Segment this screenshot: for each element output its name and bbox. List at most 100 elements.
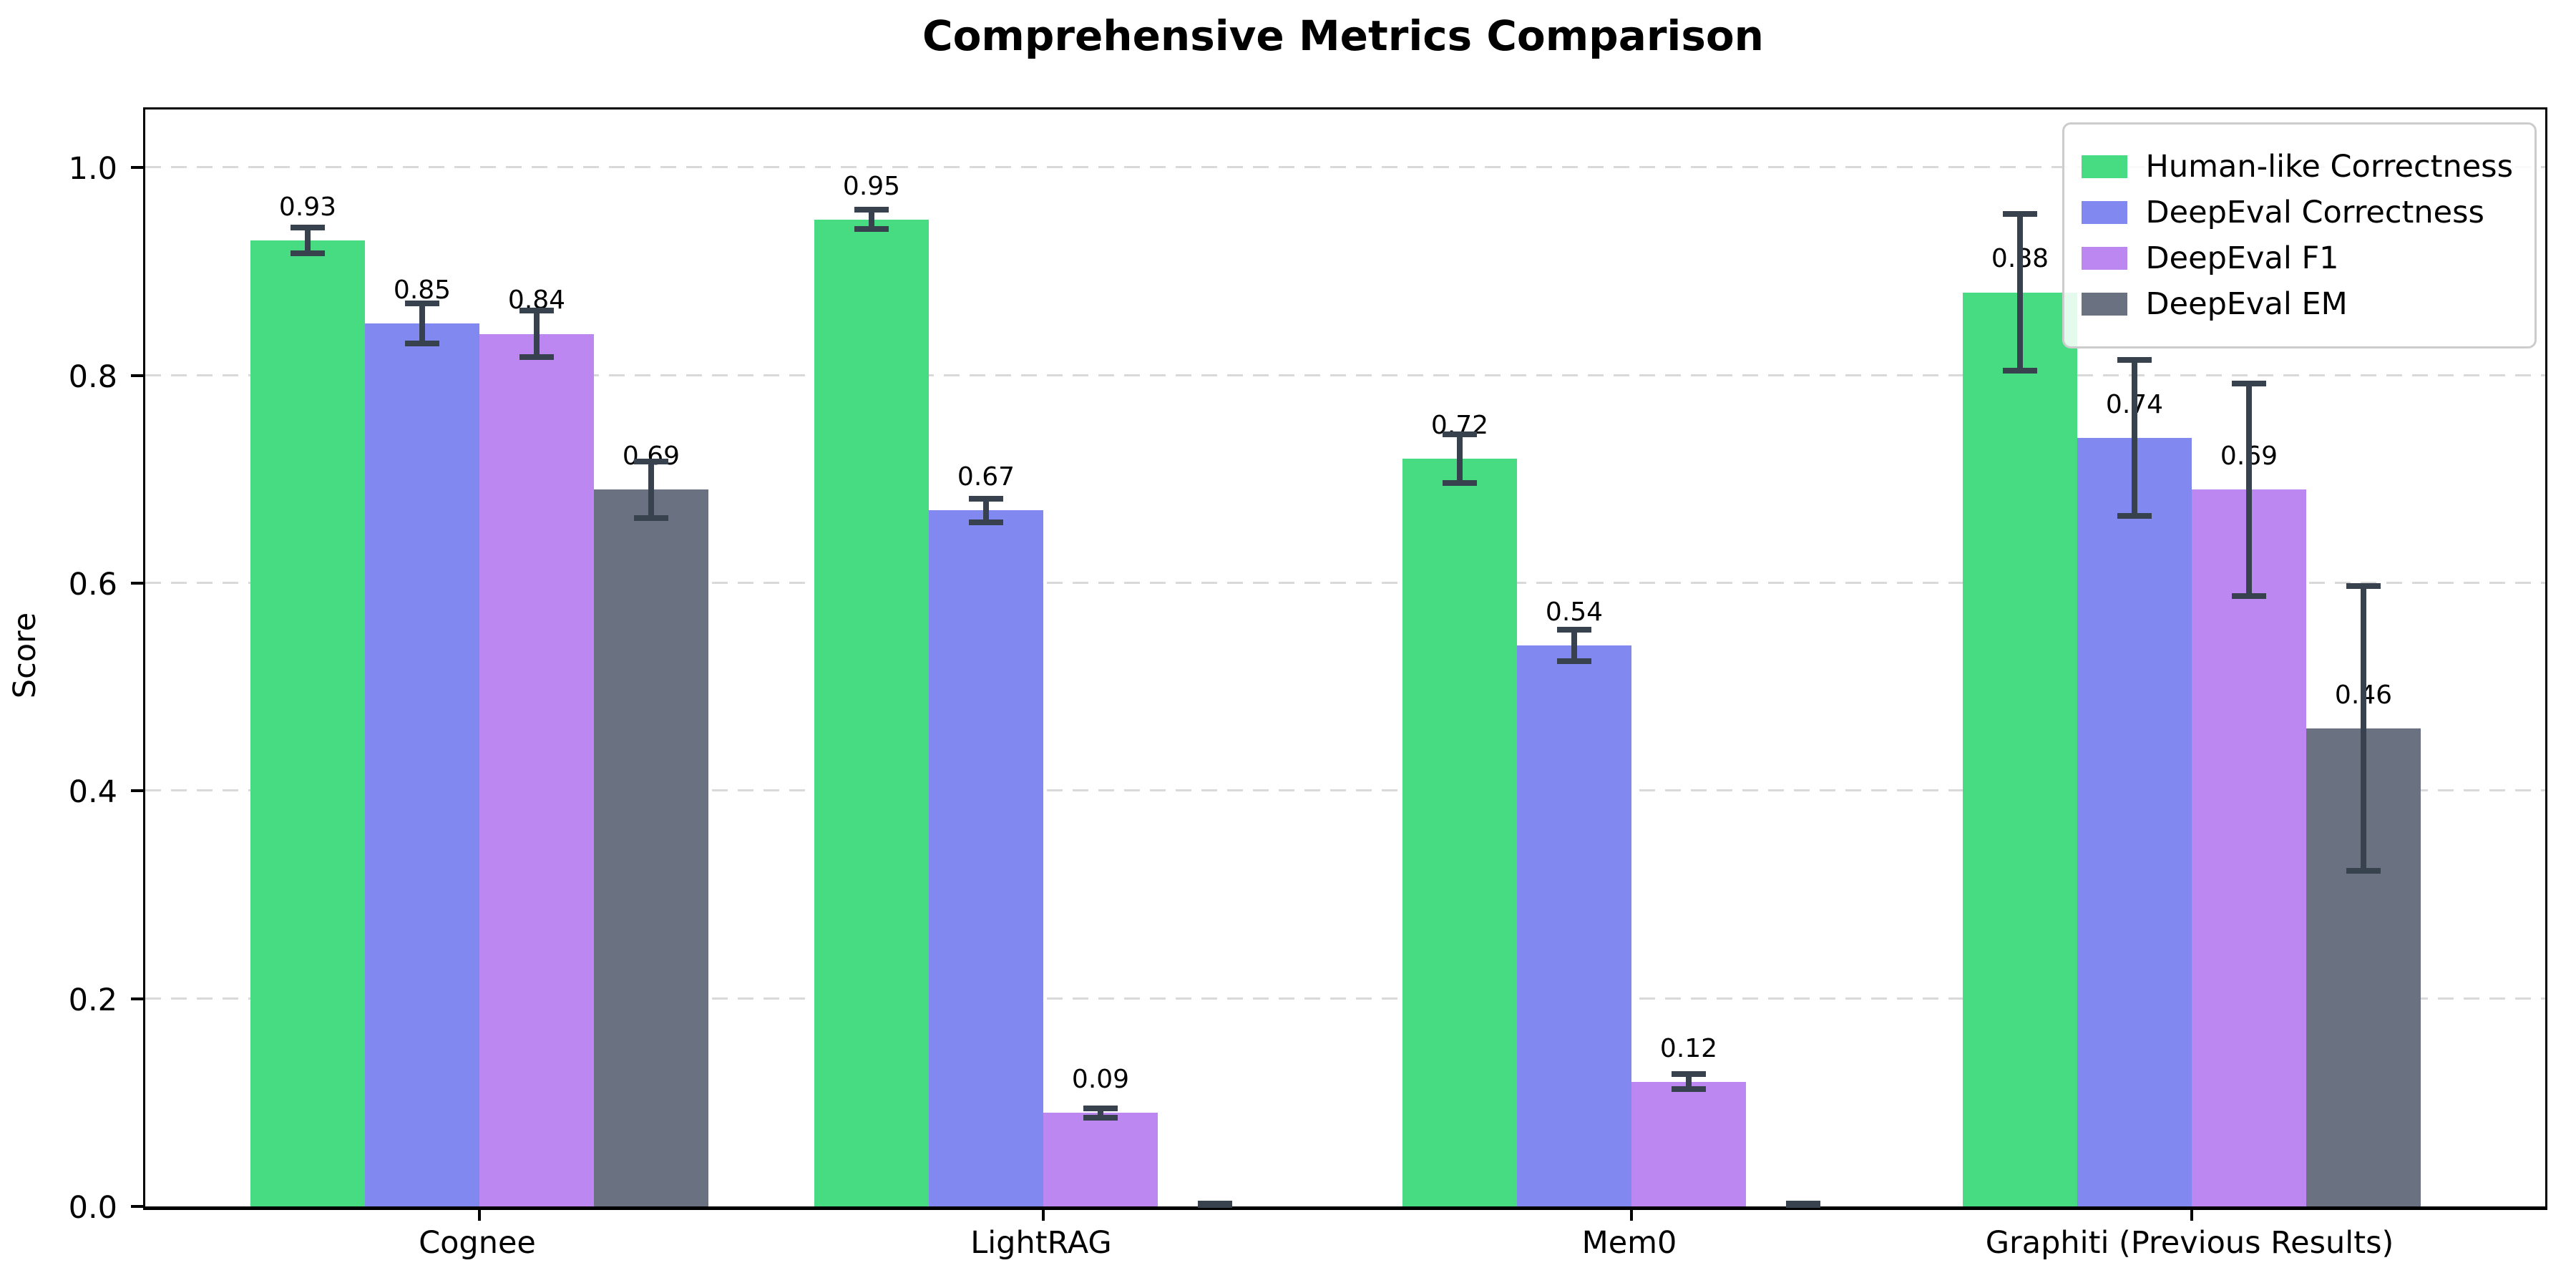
error-bar-cap-bottom <box>2232 592 2266 599</box>
y-axis-label: Score <box>7 612 43 699</box>
error-bar-line <box>1098 1106 1103 1121</box>
legend-item-deepeval-em: DeepEval EM <box>2081 286 2513 322</box>
bar-value-label: 0.09 <box>1071 1065 1130 1095</box>
bar-deepeval-f1-lightrag <box>1043 1113 1158 1206</box>
error-bar-cap-bottom <box>2003 367 2037 374</box>
y-tick-label-0.0: 0.0 <box>68 1190 117 1226</box>
gridline-0.2 <box>145 997 2545 1000</box>
legend: Human-like Correctness DeepEval Correctne… <box>2062 122 2537 348</box>
y-tick-mark <box>131 374 145 377</box>
bar-deepeval-f1-mem0 <box>1631 1081 1746 1206</box>
bar-human-like-correctness-mem0 <box>1402 458 1517 1206</box>
error-bar-line <box>1571 626 1577 665</box>
bar-value-label: 0.12 <box>1659 1033 1718 1063</box>
y-tick-mark <box>131 581 145 585</box>
legend-label: DeepEval EM <box>2145 286 2348 322</box>
legend-label: Human-like Correctness <box>2145 149 2513 185</box>
error-bar-cap-top <box>1443 431 1477 438</box>
error-bar-line <box>534 308 540 360</box>
legend-swatch <box>2081 293 2127 316</box>
error-bar-line <box>1686 1071 1692 1093</box>
bar-value-label: 0.85 <box>393 275 452 305</box>
bar-value-label: 0.95 <box>842 171 901 201</box>
error-bar-line <box>305 225 311 256</box>
error-bar-cap-bottom <box>519 353 554 360</box>
error-bar-cap-bottom <box>634 514 668 521</box>
x-tick-label-cognee: Cognee <box>419 1225 536 1261</box>
x-tick-mark <box>1630 1206 1633 1221</box>
error-bar-cap-top <box>1557 626 1591 633</box>
plot-area: 0.930.950.720.880.850.670.540.740.840.09… <box>131 107 2547 1221</box>
error-bar-line <box>869 207 874 233</box>
error-bar-line <box>2246 380 2252 599</box>
bar-deepeval-correctness-graphiti-previous-results- <box>2077 437 2192 1206</box>
error-bar-line <box>2017 211 2023 374</box>
legend-label: DeepEval Correctness <box>2145 195 2484 230</box>
bar-human-like-correctness-lightrag <box>814 219 929 1206</box>
error-bar-cap-bottom <box>1557 658 1591 665</box>
y-tick-label-0.6: 0.6 <box>68 566 117 602</box>
y-tick-label-0.4: 0.4 <box>68 774 117 811</box>
error-bar-cap-top <box>405 301 439 307</box>
x-tick-label-lightrag: LightRAG <box>970 1225 1112 1261</box>
legend-swatch <box>2081 155 2127 178</box>
error-bar-cap-top <box>291 225 325 231</box>
error-bar-cap-bottom <box>1083 1114 1118 1121</box>
error-bar-cap-top <box>1198 1202 1232 1209</box>
error-bar-cap-top <box>854 207 889 213</box>
bar-value-label: 0.54 <box>1545 597 1604 627</box>
bar-deepeval-em-cognee <box>594 489 708 1206</box>
error-bar-cap-bottom <box>1672 1086 1706 1093</box>
error-bar-line <box>648 458 654 521</box>
gridline-0.8 <box>145 374 2545 376</box>
y-tick-mark <box>131 166 145 170</box>
error-bar-cap-bottom <box>2117 512 2152 519</box>
error-bar-cap-top <box>1672 1071 1706 1078</box>
bar-human-like-correctness-cognee <box>250 240 365 1206</box>
error-bar-cap-bottom <box>2346 868 2381 874</box>
error-bar-cap-top <box>969 496 1003 502</box>
gridline-0.4 <box>145 789 2545 792</box>
legend-swatch <box>2081 201 2127 224</box>
error-bar-cap-top <box>2346 582 2381 589</box>
error-bar-cap-top <box>2232 380 2266 386</box>
y-tick-label-0.2: 0.2 <box>68 982 117 1018</box>
legend-item-deepeval-correctness: DeepEval Correctness <box>2081 195 2513 230</box>
error-bar-cap-bottom <box>291 250 325 256</box>
gridline-0.6 <box>145 581 2545 584</box>
x-tick-label-mem0: Mem0 <box>1581 1225 1677 1261</box>
y-tick-mark <box>131 789 145 793</box>
chart-title: Comprehensive Metrics Comparison <box>922 11 1764 60</box>
x-tick-mark <box>1042 1206 1045 1221</box>
error-bar-cap-top <box>519 308 554 314</box>
bar-value-label: 0.93 <box>278 192 337 222</box>
y-tick-label-0.8: 0.8 <box>68 358 117 395</box>
error-bar-line <box>2361 583 2366 874</box>
error-bar-line <box>419 301 425 346</box>
y-tick-mark <box>131 1205 145 1208</box>
bar-deepeval-correctness-mem0 <box>1517 645 1631 1206</box>
error-bar-cap-top <box>1083 1106 1118 1112</box>
bar-deepeval-correctness-lightrag <box>929 510 1043 1206</box>
legend-swatch <box>2081 247 2127 270</box>
bar-value-label: 0.67 <box>957 462 1015 492</box>
error-bar-line <box>2132 356 2137 519</box>
error-bar-line <box>1457 431 1463 486</box>
error-bar-cap-top <box>2003 211 2037 218</box>
error-bar-cap-top <box>2117 356 2152 363</box>
legend-item-human-like-correctness: Human-like Correctness <box>2081 149 2513 185</box>
x-tick-label-graphiti-previous-results-: Graphiti (Previous Results) <box>1985 1225 2394 1261</box>
error-bar-cap-bottom <box>1443 479 1477 486</box>
y-tick-mark <box>131 997 145 1000</box>
error-bar-cap-bottom <box>405 341 439 346</box>
gridline-1.0 <box>145 166 2545 169</box>
y-tick-label-1.0: 1.0 <box>68 151 117 187</box>
error-bar-cap-bottom <box>969 519 1003 525</box>
error-bar-cap-bottom <box>854 226 889 233</box>
bar-deepeval-correctness-cognee <box>365 323 479 1206</box>
error-bar-cap-top <box>634 458 668 464</box>
legend-label: DeepEval F1 <box>2145 240 2339 276</box>
error-bar-line <box>983 496 989 525</box>
bar-human-like-correctness-graphiti-previous-results- <box>1963 292 2077 1206</box>
